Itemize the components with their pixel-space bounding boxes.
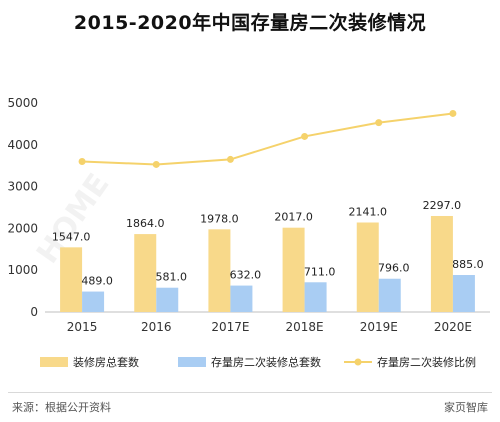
data-label: 1864.0	[126, 217, 165, 230]
data-label: 885.0	[452, 258, 484, 271]
footer-divider	[8, 392, 492, 393]
x-tick-label: 2019E	[360, 320, 398, 334]
data-label: 2297.0	[423, 199, 462, 212]
total-renovation-bar	[356, 222, 379, 312]
legend-label: 存量房二次装修总套数	[211, 355, 321, 369]
legend-marker	[354, 358, 362, 366]
ratio-line	[82, 112, 454, 166]
brand-name: 家页智库	[444, 401, 488, 414]
chart-title: 2015-2020年中国存量房二次装修情况	[73, 12, 427, 34]
data-label: 1547.0	[52, 230, 91, 243]
total-renovation-bar	[134, 234, 157, 312]
data-label: 581.0	[156, 271, 188, 284]
legend-swatch	[178, 357, 206, 367]
data-label: 711.0	[304, 265, 336, 278]
total-renovation-bar	[60, 247, 83, 312]
x-tick-label: 2020E	[434, 320, 472, 334]
x-tick-label: 2018E	[286, 320, 324, 334]
x-tick-label: 2016	[141, 320, 172, 334]
total-renovation-bar	[282, 227, 305, 312]
ratio-point	[375, 119, 383, 127]
ratio-point	[226, 155, 234, 163]
y-tick-label: 0	[30, 305, 38, 319]
y-tick-label: 1000	[7, 263, 38, 277]
total-renovation-bar	[430, 215, 453, 312]
secondary-renovation-bar	[156, 287, 179, 312]
legend-label: 存量房二次装修比例	[377, 355, 476, 369]
data-label: 2017.0	[274, 211, 313, 224]
data-label: 2141.0	[349, 206, 388, 219]
secondary-renovation-bar	[378, 278, 401, 312]
legend-swatch	[40, 357, 68, 367]
total-renovation-bar	[208, 229, 231, 312]
data-label: 632.0	[230, 269, 262, 282]
data-label: 1978.0	[200, 212, 239, 225]
secondary-renovation-bar	[82, 291, 105, 312]
y-tick-label: 2000	[7, 221, 38, 235]
y-tick-label: 3000	[7, 180, 38, 194]
y-tick-label: 5000	[7, 96, 38, 110]
data-label: 489.0	[81, 275, 113, 288]
ratio-point	[152, 160, 160, 168]
source-note: 来源：根据公开资料	[12, 401, 111, 414]
secondary-renovation-bar	[304, 282, 327, 312]
x-tick-label: 2017E	[211, 320, 249, 334]
secondary-renovation-bar	[230, 285, 253, 312]
combo-chart: 0 1000 2000 3000 4000 5000 2015 1547.0 489.0 2016…	[7, 96, 490, 369]
x-tick-label: 2015	[67, 320, 98, 334]
y-tick-label: 4000	[7, 138, 38, 152]
data-label: 796.0	[378, 262, 410, 275]
secondary-renovation-bar	[452, 275, 475, 312]
ratio-point	[78, 158, 86, 166]
ratio-point	[449, 109, 457, 117]
legend-label: 装修房总套数	[73, 355, 139, 369]
ratio-point	[301, 132, 309, 140]
